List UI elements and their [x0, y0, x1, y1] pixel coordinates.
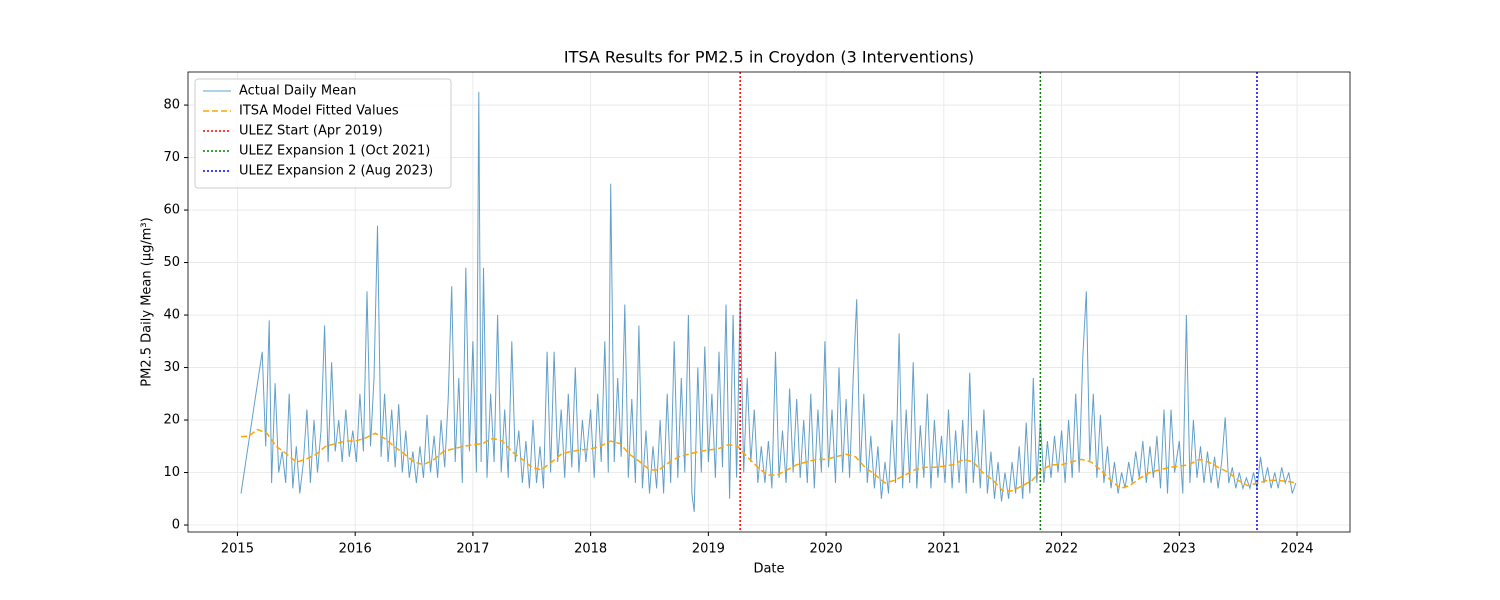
y-tick-label: 50	[163, 255, 180, 270]
legend-label: ULEZ Start (Apr 2019)	[239, 124, 383, 139]
x-axis-label: Date	[753, 562, 784, 577]
legend-label: ULEZ Expansion 2 (Aug 2023)	[239, 164, 433, 179]
x-tick-label: 2019	[692, 542, 725, 557]
y-axis-label: PM2.5 Daily Mean (µg/m³)	[140, 217, 155, 386]
x-tick-label: 2022	[1045, 542, 1078, 557]
y-tick-label: 20	[163, 413, 180, 428]
y-tick-label: 80	[163, 98, 180, 113]
x-tick-label: 2024	[1280, 542, 1313, 557]
y-tick-label: 40	[163, 308, 180, 323]
y-tick-label: 10	[163, 465, 180, 480]
chart-title: ITSA Results for PM2.5 in Croydon (3 Int…	[564, 48, 974, 67]
plot-frame	[187, 71, 1351, 533]
y-tick-label: 70	[163, 150, 180, 165]
legend-label: Actual Daily Mean	[239, 84, 356, 99]
y-tick-label: 30	[163, 360, 180, 375]
x-tick-label: 2021	[927, 542, 960, 557]
x-tick-label: 2023	[1163, 542, 1196, 557]
x-tick-label: 2016	[339, 542, 372, 557]
legend-box	[194, 78, 452, 189]
data-line	[240, 91, 1297, 512]
y-tick-label: 0	[172, 518, 180, 533]
legend-label: ULEZ Expansion 1 (Oct 2021)	[239, 144, 430, 159]
x-tick-label: 2018	[574, 542, 607, 557]
x-tick-label: 2015	[221, 542, 254, 557]
x-tick-label: 2017	[456, 542, 489, 557]
x-tick-label: 2020	[810, 542, 843, 557]
legend-label: ITSA Model Fitted Values	[239, 104, 399, 119]
y-tick-label: 60	[163, 203, 180, 218]
